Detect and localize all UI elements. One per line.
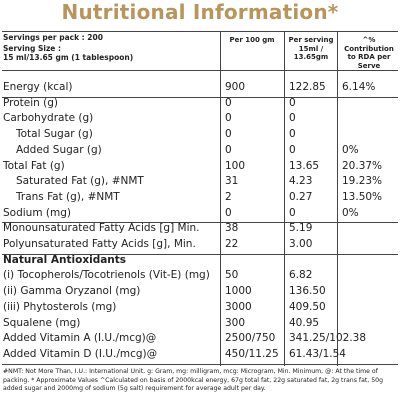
cell-value: 19.23% [342, 175, 383, 188]
cell-value: 22 [225, 238, 239, 250]
rule [2, 96, 398, 98]
cell-value: 0 [225, 206, 232, 219]
serving-size-label: Serving Size : [3, 44, 62, 53]
cell-value: 0 [289, 112, 296, 125]
row-label: (i) Tocopherols/Tocotrienols (Vit-E) (mg… [3, 269, 210, 282]
cell-value: 6.14% [342, 81, 376, 93]
footnote: #NMT: Not More Than, I.U.: International… [3, 368, 384, 392]
rule [2, 363, 398, 365]
cell-value: 40.95 [289, 316, 320, 329]
cell-value: 409.50 [289, 300, 326, 313]
cell-value: 100 [225, 159, 246, 172]
column-header: Per 100 gm [229, 36, 275, 44]
cell-value: 0 [289, 143, 296, 156]
cell-value: 136.50 [289, 285, 326, 298]
row-label: (ii) Gamma Oryzanol (mg) [3, 285, 141, 298]
row-label: Energy (kcal) [3, 81, 73, 93]
cell-value: 1000 [225, 285, 252, 298]
cell-value: 0% [342, 143, 359, 156]
cell-value: 2500/750 [225, 332, 276, 345]
cell-value: 20.37% [342, 159, 383, 172]
cell-value: 341.25/102.38 [289, 332, 367, 345]
row-label: Sodium (mg) [3, 206, 71, 219]
cell-value: 3000 [225, 300, 252, 313]
row-label: Squalene (mg) [3, 316, 81, 329]
cell-value: 0 [289, 206, 296, 219]
cell-value: 0% [342, 206, 359, 219]
row-label: Total Sugar (g) [16, 128, 93, 141]
title: Nutritional Information* [61, 0, 339, 24]
cell-value: 13.50% [342, 190, 383, 203]
column-rule [220, 31, 221, 366]
row-label: Trans Fat (g), #NMT [16, 190, 120, 203]
section-heading: Natural Antioxidants [3, 253, 127, 266]
row-label: Added Vitamin D (I.U./mcg)@ [3, 347, 158, 360]
row-label: Carbohydrate (g) [3, 112, 94, 125]
row-label: Added Sugar (g) [16, 143, 102, 156]
cell-value: 0.27 [289, 190, 313, 203]
cell-value: 0 [225, 143, 232, 156]
cell-value: 5.19 [289, 222, 313, 235]
cell-value: 13.65 [289, 159, 320, 172]
row-label: Protein (g) [3, 96, 59, 109]
cell-value: 38 [225, 222, 239, 235]
servings: Servings per pack : 200 [3, 33, 103, 42]
column-header: ^% Contribution to RDA per Serve [344, 36, 394, 70]
cell-value: 0 [225, 112, 232, 125]
cell-value: 0 [225, 96, 232, 109]
cell-value: 6.82 [289, 269, 313, 282]
cell-value: 31 [225, 175, 239, 188]
row-label: (iii) Phytosterols (mg) [3, 300, 117, 313]
rule [2, 31, 398, 32]
cell-value: 4.23 [289, 175, 313, 188]
cell-value: 0 [225, 128, 232, 141]
rule [2, 222, 398, 224]
cell-value: 300 [225, 316, 246, 329]
cell-value: 122.85 [289, 81, 326, 93]
cell-value: 2 [225, 190, 232, 203]
column-rule [337, 31, 338, 366]
cell-value: 50 [225, 269, 239, 282]
row-label: Added Vitamin A (I.U./mcg)@ [3, 332, 157, 345]
cell-value: 450/11.25 [225, 347, 279, 360]
cell-value: 900 [225, 81, 246, 93]
cell-value: 61.43/1.54 [289, 347, 346, 360]
cell-value: 0 [289, 128, 296, 141]
rule [2, 70, 398, 71]
cell-value: 3.00 [289, 238, 313, 250]
column-header: Per serving 15ml / 13.65gm [288, 36, 334, 61]
row-label: Total Fat (g) [3, 159, 65, 172]
row-label: Monounsaturated Fatty Acids [g] Min. [3, 222, 200, 235]
row-label: Polyunsaturated Fatty Acids [g], Min. [3, 238, 196, 250]
row-label: Saturated Fat (g), #NMT [16, 175, 144, 188]
rule [2, 253, 398, 255]
column-rule [284, 31, 285, 366]
serving-size: 15 ml/13.65 gm (1 tablespoon) [3, 53, 134, 62]
cell-value: 0 [289, 96, 296, 109]
